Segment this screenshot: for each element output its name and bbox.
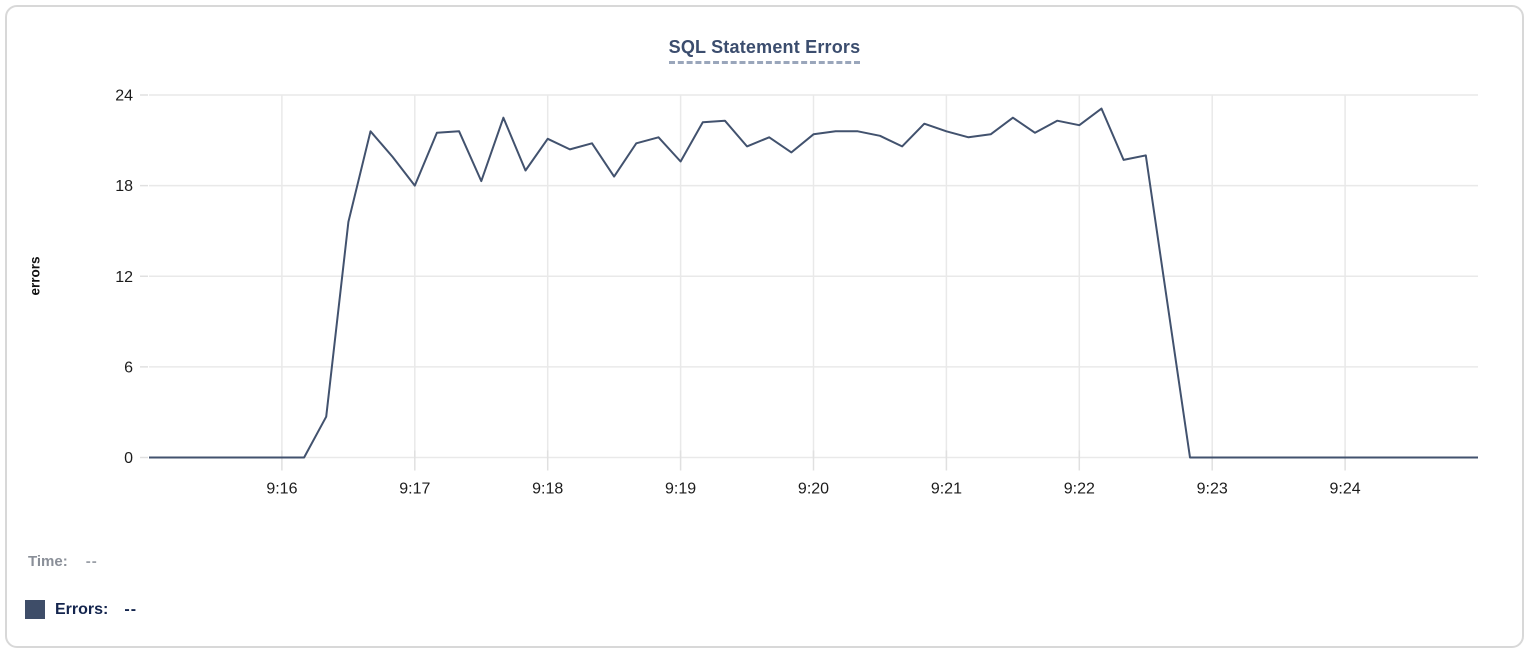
y-tick-label: 0 — [124, 450, 133, 467]
errors-series-swatch — [25, 600, 45, 619]
y-tick-label: 6 — [124, 359, 133, 376]
chart-header: SQL Statement Errors — [7, 37, 1522, 64]
x-tick-label: 9:18 — [532, 481, 563, 498]
x-tick-label: 9:24 — [1330, 481, 1361, 498]
time-label: Time: — [28, 553, 68, 570]
x-tick-label: 9:21 — [931, 481, 962, 498]
chart-title-link[interactable]: SQL Statement Errors — [668, 37, 861, 64]
time-value: -- — [85, 553, 98, 570]
x-tick-label: 9:22 — [1064, 481, 1095, 498]
errors-label: Errors: — [55, 600, 109, 618]
x-tick-label: 9:16 — [266, 481, 297, 498]
x-tick-label: 9:19 — [665, 481, 696, 498]
x-tick-label: 9:23 — [1197, 481, 1228, 498]
errors-value: -- — [124, 600, 138, 618]
y-tick-label: 18 — [115, 178, 133, 195]
tooltip-errors-readout: Errors: -- — [25, 600, 137, 619]
errors-series-line — [149, 107, 1478, 459]
x-tick-label: 9:20 — [798, 481, 829, 498]
chart-card: SQL Statement Errors errors 0 6 12 18 24 9:16… — [5, 5, 1524, 648]
line-chart-plot-area[interactable]: 0 6 12 18 24 9:16 9:17 9:18 9:19 9:20 9:21 9:22 9:23… — [7, 7, 1524, 512]
y-tick-label: 12 — [115, 269, 133, 286]
tooltip-time-readout: Time: -- — [28, 553, 98, 570]
x-tick-label: 9:17 — [399, 481, 430, 498]
y-tick-label: 24 — [115, 88, 133, 105]
